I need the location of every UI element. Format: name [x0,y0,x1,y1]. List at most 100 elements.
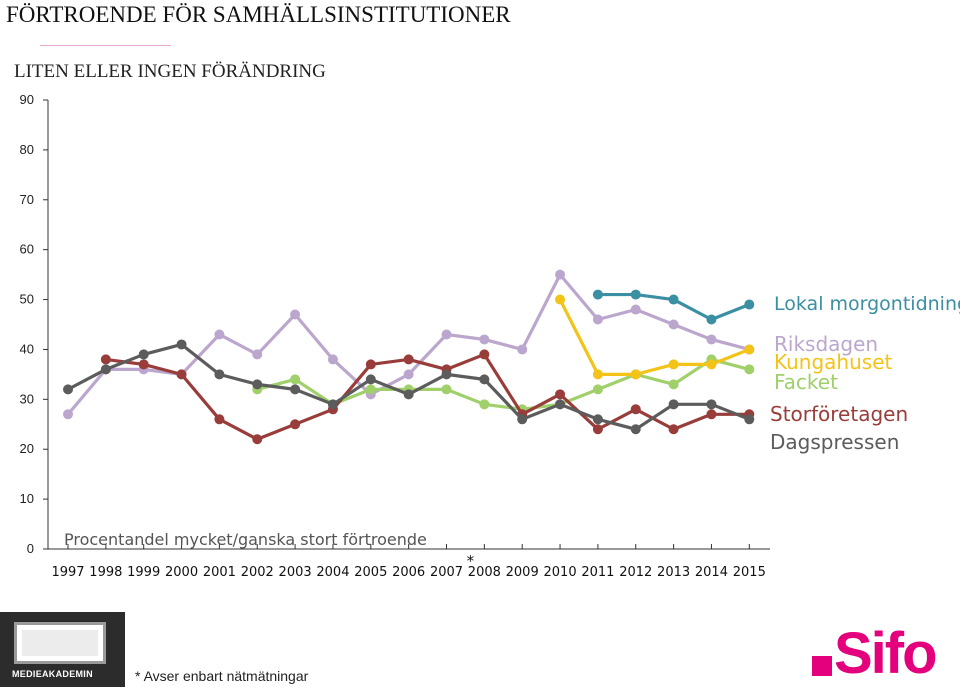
y-axis: 0 10 20 30 40 50 60 70 80 90 [20,92,49,556]
data-point [668,399,679,410]
data-point [63,384,73,395]
x-tick-label: 2005 [354,565,387,580]
data-point [744,414,755,425]
data-point [517,344,528,355]
y-tick-label: 40 [20,341,34,356]
data-point [441,384,452,395]
x-tick-label: 2004 [316,565,349,580]
x-tick-label: 1999 [127,565,160,580]
data-point [555,294,566,305]
data-point [630,404,641,415]
data-point [365,384,376,395]
legend-entry: Lokal morgontidning [774,293,960,315]
x-tick-label: 2001 [203,565,236,580]
data-point [630,424,641,435]
data-point [706,334,717,345]
data-point [479,374,490,385]
series-storföretagen [100,349,755,445]
data-point [441,329,452,340]
data-point [592,384,603,395]
data-point [517,414,528,425]
footnote: * Avser enbart nätmätningar [135,668,309,684]
data-point [668,359,679,370]
y-tick-label: 90 [20,92,34,107]
data-point [555,399,566,410]
data-point [214,414,225,425]
x-tick-label: 1997 [51,565,84,580]
data-point [555,389,566,400]
y-tick-label: 10 [20,491,34,506]
line-chart: 0 10 20 30 40 50 60 70 80 90 1997 1998 1999 2000 2001… [20,92,960,580]
data-point [290,374,301,385]
x-tick-label: 2015 [733,565,766,580]
data-point [555,269,566,280]
data-point [630,289,641,300]
data-point [138,349,149,360]
data-point [290,419,301,430]
data-point [63,409,73,420]
data-point [365,359,376,370]
data-point [630,369,641,380]
x-axis-label: Procentandel mycket/ganska stort förtroe… [64,530,427,549]
data-point [706,314,717,325]
medieakademin-frame-icon [14,622,106,664]
data-point [100,364,111,375]
data-point [668,294,679,305]
data-point [403,369,414,380]
data-point [479,349,490,360]
x-tick-label: 2014 [695,565,728,580]
data-point [252,379,263,390]
data-point [365,374,376,385]
data-point [744,344,755,355]
data-point [668,319,679,330]
series-lokal-morgontidning [592,289,755,325]
x-tick-label: 2009 [506,565,539,580]
data-point [668,379,679,390]
y-tick-label: 60 [20,242,34,257]
data-point [592,314,603,325]
y-tick-label: 50 [20,292,34,307]
legend-entry: Facket [774,370,838,394]
x-tick-annotation: * [467,552,475,570]
sifo-square-icon [812,656,832,676]
data-point [290,309,301,320]
title-divider [40,45,171,46]
legend-entry: Dagspressen [770,430,899,454]
y-tick-label: 0 [27,541,34,556]
chart-title: FÖRTROENDE FÖR SAMHÄLLSINSTITUTIONER [6,2,511,27]
medieakademin-logo: MEDIEAKADEMIN [0,612,125,687]
x-tick-label: 2003 [279,565,312,580]
legend-entry: Riksdagen [774,332,878,356]
data-point [252,434,263,445]
data-point [214,369,225,380]
series-line [558,298,750,376]
data-point [327,354,338,365]
data-point [100,354,111,365]
y-tick-label: 70 [20,192,34,207]
series-dagspressen [63,339,755,435]
x-axis: 1997 1998 1999 2000 2001 2002 2003 2004 2005 2006… [48,544,770,580]
series-line [105,352,750,441]
data-point [706,399,717,410]
x-tick-label: 2000 [165,565,198,580]
x-tick-label: 2012 [619,565,652,580]
series-layer [63,269,755,445]
data-point [668,424,679,435]
data-point [744,364,755,375]
data-point [592,369,603,380]
data-point [630,304,641,315]
data-point [706,359,717,370]
y-tick-label: 80 [20,142,34,157]
legend: Lokal morgontidning RiksdagenKungahusetFa… [770,293,960,454]
medieakademin-logo-text: MEDIEAKADEMIN [12,669,93,679]
data-point [479,334,490,345]
data-point [403,389,414,400]
x-tick-label: 2010 [544,565,577,580]
data-point [744,299,755,310]
data-point [176,369,187,380]
legend-entry: Kungahuset [774,350,892,374]
x-tick-label: 2007 [430,565,463,580]
legend-entry: Storföretagen [770,402,908,426]
x-tick-label: 1998 [89,565,122,580]
data-point [290,384,301,395]
